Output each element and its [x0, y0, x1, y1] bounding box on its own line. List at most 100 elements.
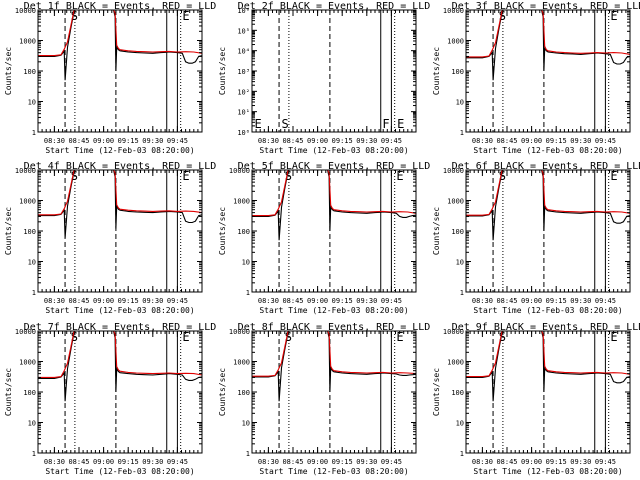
- chart-title: Det 6f BLACK = Events, RED = LLD: [452, 161, 640, 172]
- y-tick-label: 10000: [443, 7, 464, 15]
- x-tick-label: 09:30: [142, 297, 163, 305]
- x-tick-label: 08:30: [472, 137, 493, 145]
- series-line-lld: [252, 331, 416, 377]
- series-group: [466, 331, 630, 402]
- series-line-lld: [38, 331, 202, 378]
- x-tick-label: 09:15: [118, 297, 139, 305]
- x-tick-label: 09:45: [167, 137, 188, 145]
- y-tick-label: 10: [456, 99, 464, 107]
- x-tick-label: 08:30: [258, 458, 279, 466]
- y-tick-label: 10²: [237, 88, 250, 96]
- x-tick-label: 08:45: [282, 458, 303, 466]
- y-tick-label: 1000: [447, 38, 464, 46]
- x-tick-label: 09:15: [332, 458, 353, 466]
- x-tick-label: 09:00: [521, 458, 542, 466]
- x-tick-label: 08:45: [68, 458, 89, 466]
- series-line-lld: [466, 331, 630, 378]
- x-tick-label: 08:30: [258, 297, 279, 305]
- x-tick-label: 09:30: [356, 297, 377, 305]
- event-marker-letter: E: [396, 330, 403, 344]
- x-axis-label: Start Time (12-Feb-03 08:20:00): [259, 306, 408, 315]
- chart-title: Det 7f BLACK = Events, RED = LLD: [24, 322, 217, 333]
- event-marker-letter: E: [182, 330, 189, 344]
- y-tick-label: 10⁶: [237, 7, 250, 15]
- y-axis-label: Counts/sec: [4, 368, 13, 416]
- y-tick-label: 1: [246, 450, 250, 458]
- event-marker-letter: E: [397, 117, 404, 131]
- series-line-events: [466, 331, 630, 402]
- x-tick-label: 08:30: [472, 458, 493, 466]
- chart-title: Det 4f BLACK = Events, RED = LLD: [24, 161, 217, 172]
- series-line-events: [252, 331, 416, 402]
- y-axis-label: Counts/sec: [218, 47, 227, 95]
- x-axis-label: Start Time (12-Feb-03 08:20:00): [45, 306, 194, 315]
- x-tick-label: 08:30: [258, 137, 279, 145]
- event-marker-letter: S: [285, 169, 292, 183]
- x-tick-label: 09:00: [307, 458, 328, 466]
- y-tick-label: 100: [23, 389, 36, 397]
- x-tick-label: 09:00: [521, 297, 542, 305]
- y-tick-label: 10000: [443, 167, 464, 175]
- event-marker-letter: S: [499, 9, 506, 23]
- y-tick-label: 10¹: [237, 109, 250, 117]
- x-tick-label: 08:30: [44, 137, 65, 145]
- x-tick-label: 08:45: [68, 137, 89, 145]
- x-tick-label: 09:45: [167, 458, 188, 466]
- x-tick-label: 09:00: [93, 297, 114, 305]
- x-tick-label: 08:45: [282, 137, 303, 145]
- series-line-events: [38, 170, 202, 238]
- x-tick-label: 09:00: [521, 137, 542, 145]
- chart-title: Det 2f BLACK = Events, RED = LLD: [238, 1, 431, 12]
- event-marker-letter: E: [182, 169, 189, 183]
- series-group: [38, 10, 202, 81]
- x-tick-label: 09:45: [381, 458, 402, 466]
- x-tick-label: 09:45: [595, 458, 616, 466]
- x-tick-label: 09:45: [381, 137, 402, 145]
- event-marker-letter: E: [182, 9, 189, 23]
- series-line-lld: [466, 10, 630, 58]
- y-tick-label: 1000: [19, 198, 36, 206]
- x-tick-label: 08:45: [68, 297, 89, 305]
- x-tick-label: 09:15: [118, 137, 139, 145]
- y-tick-label: 100: [451, 389, 464, 397]
- y-axis-label: Counts/sec: [218, 207, 227, 255]
- x-tick-label: 09:45: [595, 137, 616, 145]
- y-tick-label: 10⁰: [237, 129, 250, 137]
- x-tick-label: 09:30: [570, 137, 591, 145]
- x-tick-label: 09:15: [546, 137, 567, 145]
- series-line-lld: [38, 10, 202, 57]
- event-marker-letter: E: [254, 117, 261, 131]
- x-tick-label: 09:45: [595, 297, 616, 305]
- event-marker-letter: E: [610, 169, 617, 183]
- y-tick-label: 1000: [19, 359, 36, 367]
- x-axis-label: Start Time (12-Feb-03 08:20:00): [259, 467, 408, 476]
- y-tick-label: 10000: [229, 167, 250, 175]
- event-marker-letter: S: [499, 330, 506, 344]
- y-tick-label: 100: [23, 68, 36, 76]
- x-tick-label: 09:00: [93, 458, 114, 466]
- chart-title: Det 9f BLACK = Events, RED = LLD: [452, 322, 640, 333]
- y-tick-label: 1000: [19, 38, 36, 46]
- y-axis-label: Counts/sec: [432, 368, 441, 416]
- x-axis-label: Start Time (12-Feb-03 08:20:00): [45, 146, 194, 155]
- series-group: [38, 331, 202, 402]
- y-tick-label: 1000: [233, 198, 250, 206]
- event-marker-letter: S: [282, 117, 289, 131]
- x-tick-label: 08:45: [496, 297, 517, 305]
- x-tick-label: 08:45: [496, 137, 517, 145]
- series-line-lld: [252, 170, 416, 217]
- y-tick-label: 100: [237, 228, 250, 236]
- y-axis-label: Counts/sec: [4, 207, 13, 255]
- y-tick-label: 1: [32, 450, 36, 458]
- series-group: [252, 331, 416, 402]
- series-line-events: [38, 331, 202, 402]
- y-tick-label: 1: [32, 289, 36, 297]
- y-axis-label: Counts/sec: [432, 47, 441, 95]
- y-tick-label: 1000: [447, 359, 464, 367]
- y-tick-label: 10000: [229, 328, 250, 336]
- x-tick-label: 09:15: [332, 137, 353, 145]
